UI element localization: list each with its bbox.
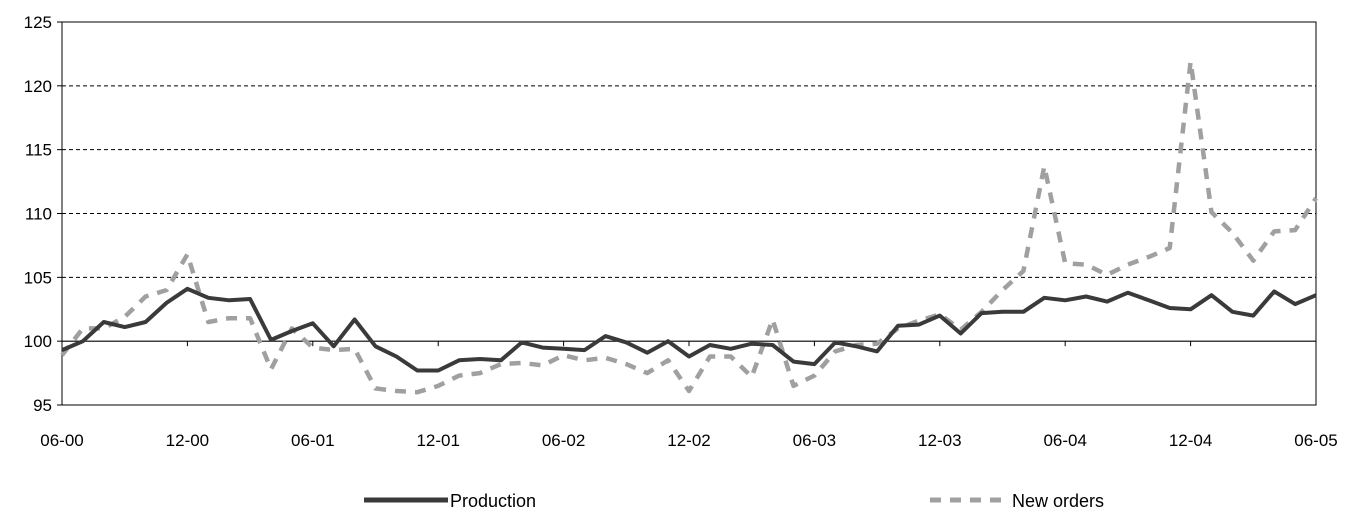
y-tick-label: 110	[25, 205, 52, 224]
x-tick-label: 12-00	[166, 431, 209, 450]
x-tick-label: 06-05	[1294, 431, 1337, 450]
series-line-new-orders	[60, 59, 1318, 395]
gridlines	[62, 85, 1316, 278]
legend: Production New orders	[364, 491, 1104, 510]
y-tick-label: 125	[24, 13, 52, 32]
x-tick-label: 06-02	[542, 431, 585, 450]
y-tick-label: 105	[24, 268, 52, 287]
x-tick-label: 06-04	[1043, 431, 1086, 450]
x-axis: 06-00 12-00 06-01 12-01 06-02 12-02 06-03 12-03…	[40, 341, 1338, 450]
x-tick-label: 06-01	[291, 431, 334, 450]
x-tick-label: 12-02	[667, 431, 710, 450]
x-tick-label: 12-04	[1169, 431, 1212, 450]
x-tick-label: 06-00	[40, 431, 83, 450]
series-line-production	[61, 286, 1317, 373]
y-tick-label: 115	[25, 141, 52, 160]
x-tick-label: 12-03	[918, 431, 961, 450]
legend-label-production: Production	[450, 491, 536, 510]
x-tick-label: 12-01	[416, 431, 459, 450]
x-tick-label: 06-03	[793, 431, 836, 450]
y-axis: 95 100 105 110 115 120 125	[24, 13, 62, 415]
series-lines	[60, 59, 1318, 395]
y-tick-label: 95	[33, 396, 52, 415]
y-tick-label: 120	[24, 77, 52, 96]
legend-label-new-orders: New orders	[1012, 491, 1104, 510]
y-tick-label: 100	[24, 332, 52, 351]
